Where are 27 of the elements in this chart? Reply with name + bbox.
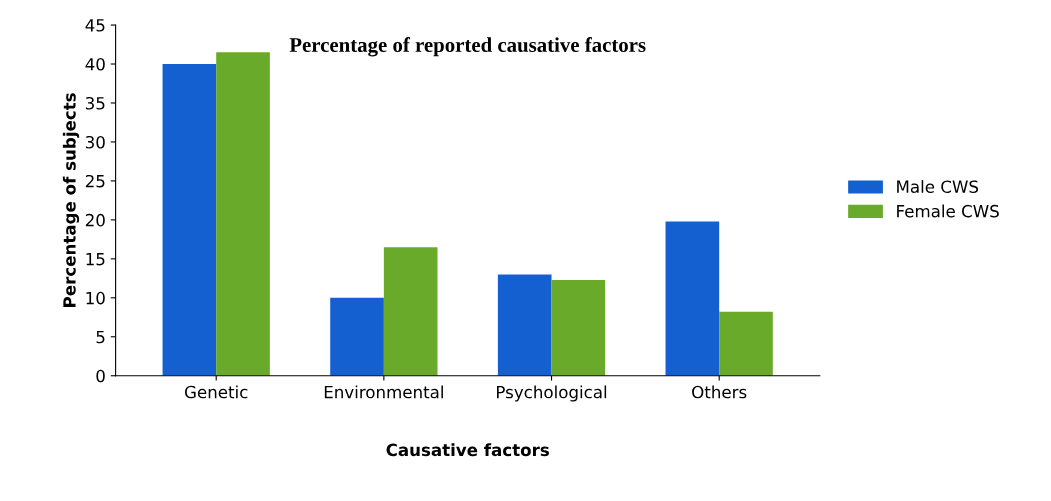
bar xyxy=(665,221,720,376)
x-tick-label: Others xyxy=(692,385,747,399)
bar xyxy=(719,311,773,376)
y-tick-label: 40 xyxy=(85,57,105,71)
x-tick-label: Genetic xyxy=(184,385,248,399)
x-axis-title: Causative factors xyxy=(386,443,549,457)
y-tick-label: 45 xyxy=(85,19,105,32)
y-tick-label: 15 xyxy=(86,253,105,266)
text: Percentage of reported causative factors xyxy=(289,37,646,57)
bar xyxy=(497,274,552,376)
y-tick-label: 5 xyxy=(96,330,105,344)
y-tick-label: 30 xyxy=(85,135,105,149)
bar xyxy=(216,52,270,376)
legend-label: Female CWS xyxy=(897,204,999,218)
bar xyxy=(330,297,384,376)
bar xyxy=(162,64,217,376)
legend-label: Male CWS xyxy=(897,180,979,193)
y-tick-label: 0 xyxy=(96,369,105,383)
y-tick-label: 35 xyxy=(85,96,105,110)
y-tick-label: 20 xyxy=(85,213,105,227)
y-tick-label: 25 xyxy=(85,174,105,188)
bar xyxy=(551,279,606,376)
bar xyxy=(383,247,438,376)
y-tick-label: 10 xyxy=(86,291,105,305)
y-axis-title: Percentage of subjects xyxy=(62,93,80,307)
x-tick-label: Psychological xyxy=(497,385,607,402)
x-tick-label: Environmental xyxy=(324,385,443,399)
